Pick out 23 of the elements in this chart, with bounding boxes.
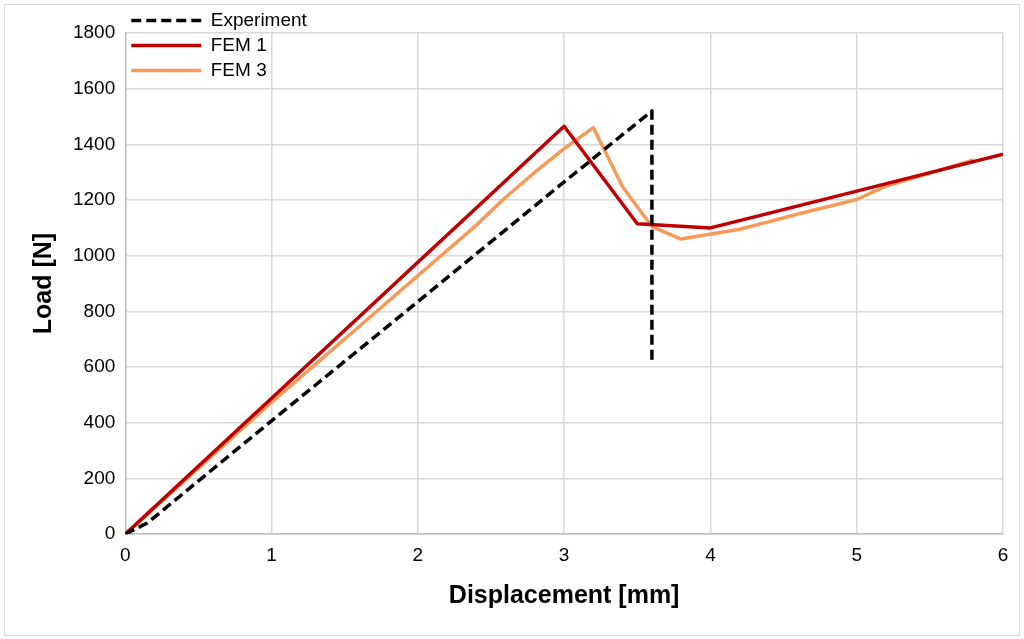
y-tick-label: 1400 xyxy=(72,132,116,154)
x-tick-label: 3 xyxy=(558,543,570,565)
y-tick-label: 0 xyxy=(104,522,116,544)
line-series xyxy=(125,109,654,535)
x-tick-label: 2 xyxy=(412,543,424,565)
x-tick-label: 5 xyxy=(851,543,862,565)
x-tick-label: 0 xyxy=(119,543,131,565)
y-tick-label: 1200 xyxy=(72,188,116,210)
x-axis-title: Displacement [mm] xyxy=(448,579,680,608)
y-axis-title: Load [N] xyxy=(27,232,56,335)
legend-label: FEM 3 xyxy=(210,58,267,80)
y-tick-label: 200 xyxy=(83,466,116,488)
y-tick-label: 800 xyxy=(83,299,116,321)
x-tick-label: 4 xyxy=(705,543,717,565)
y-tick-label: 600 xyxy=(83,355,116,377)
legend-label: Experiment xyxy=(210,8,308,30)
y-tick-label: 400 xyxy=(83,411,116,433)
x-tick-label: 6 xyxy=(997,543,1009,565)
y-tick-label: 1600 xyxy=(72,76,116,98)
legend-label: FEM 1 xyxy=(210,33,267,55)
y-tick-label: 1000 xyxy=(72,243,116,265)
y-tick-label: 1800 xyxy=(72,21,116,43)
x-tick-label: 1 xyxy=(266,543,277,565)
